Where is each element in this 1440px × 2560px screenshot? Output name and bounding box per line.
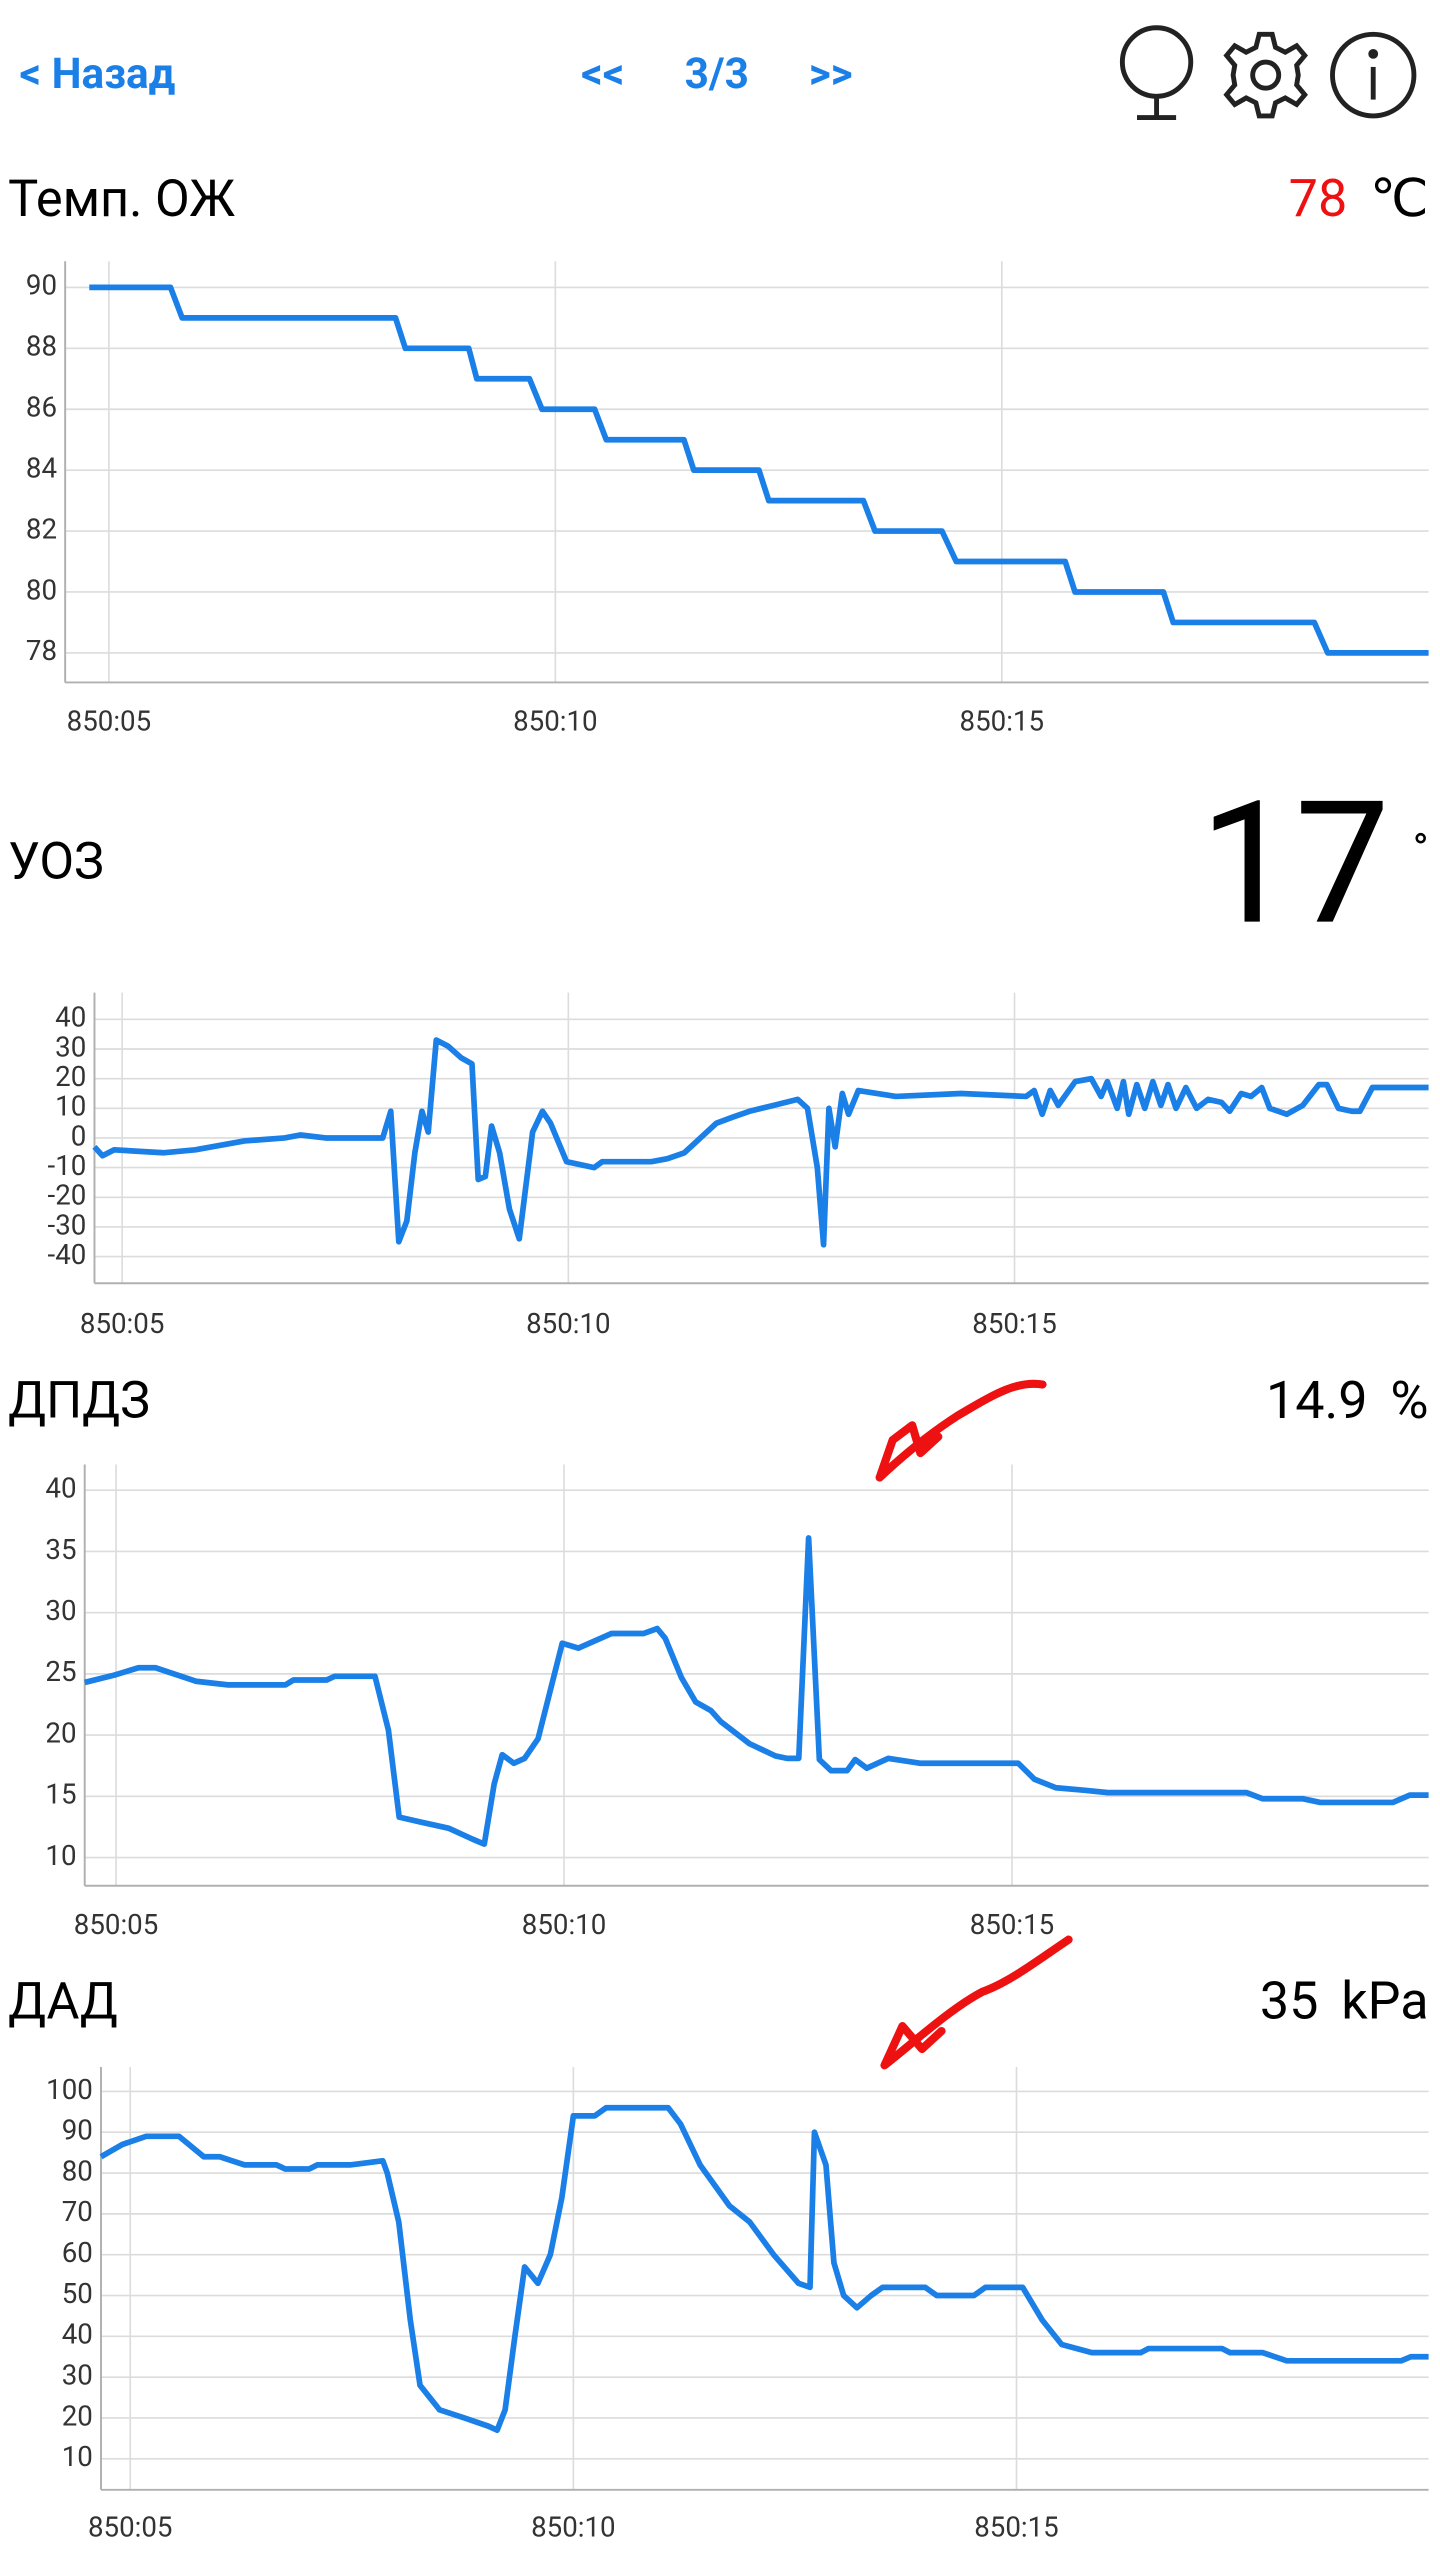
y-tick-label: 78	[26, 634, 57, 667]
page-indicator: 3/3	[685, 50, 749, 99]
y-tick-label: 50	[62, 2277, 93, 2310]
x-tick-label: 850:05	[74, 1908, 159, 1941]
data-line	[99, 2104, 1429, 2434]
y-tick-label: 30	[62, 2358, 93, 2391]
data-line	[84, 1535, 1429, 1847]
x-tick-label: 850:15	[960, 705, 1045, 738]
data-line	[89, 284, 1429, 656]
y-tick-label: 80	[26, 573, 57, 606]
y-tick-label: 25	[45, 1655, 76, 1688]
chart-title: Темп. ОЖ	[8, 170, 235, 229]
y-tick-label: -20	[48, 1179, 87, 1212]
reading-value: 14.9	[1266, 1370, 1368, 1431]
reading-value: 78	[1289, 168, 1348, 229]
y-tick-label: -40	[48, 1238, 87, 1271]
y-tick-label: 0	[71, 1119, 87, 1152]
reading-value: 35	[1260, 1971, 1319, 2032]
y-tick-label: 20	[62, 2399, 93, 2432]
x-tick-label: 850:10	[513, 705, 598, 738]
x-tick-label: 850:05	[67, 705, 152, 738]
next-button[interactable]: >>	[809, 50, 853, 99]
gear	[1223, 31, 1308, 119]
gear-hole	[1250, 59, 1282, 91]
y-tick-label: 10	[55, 1090, 86, 1123]
y-tick-label: 86	[26, 391, 57, 424]
x-tick-label: 850:05	[88, 2510, 173, 2543]
y-tick-label: 30	[45, 1594, 76, 1627]
y-tick-label: 30	[55, 1030, 86, 1063]
y-tick-label: 82	[26, 512, 57, 545]
y-tick-label: 90	[62, 2114, 93, 2147]
y-tick-label: 35	[45, 1533, 76, 1566]
y-tick-label: 60	[62, 2236, 93, 2269]
y-tick-label: 80	[62, 2154, 93, 2187]
reading-value: 17	[1200, 765, 1390, 963]
red-scribble	[880, 1935, 1073, 2070]
reading-unit: %	[1390, 1370, 1428, 1431]
reading-unit: ℃	[1370, 168, 1429, 229]
info-circle	[1330, 31, 1417, 119]
y-tick-label: -30	[48, 1208, 87, 1241]
y-tick-label: 10	[62, 2440, 93, 2473]
x-tick-label: 850:10	[526, 1307, 611, 1340]
x-tick-label: 850:15	[974, 2510, 1059, 2543]
reading-unit: kPa	[1341, 1971, 1428, 2032]
y-tick-label: 20	[55, 1060, 86, 1093]
chart-title: ДАД	[8, 1972, 118, 2031]
chart-title: ДПДЗ	[8, 1371, 150, 1430]
chart-title: УОЗ	[8, 833, 104, 892]
x-tick-label: 850:15	[972, 1307, 1057, 1340]
data-line	[92, 1037, 1429, 1248]
y-tick-label: 20	[45, 1716, 76, 1749]
x-tick-label: 850:10	[522, 1908, 607, 1941]
y-tick-label: 10	[45, 1839, 76, 1872]
y-tick-label: 40	[62, 2318, 93, 2351]
red-scribble	[875, 1379, 1047, 1482]
info-icon[interactable]	[1330, 31, 1417, 119]
x-tick-label: 850:15	[970, 1908, 1055, 1941]
y-tick-label: 40	[55, 1001, 86, 1034]
y-tick-label: 100	[46, 2073, 93, 2106]
y-tick-label: 88	[26, 330, 57, 363]
y-tick-label: 15	[45, 1778, 76, 1811]
y-tick-label: 40	[45, 1472, 76, 1505]
back-button[interactable]: < Назад	[20, 50, 176, 99]
y-tick-label: 84	[26, 451, 57, 484]
x-tick-label: 850:10	[531, 2510, 616, 2543]
y-tick-label: 90	[26, 269, 57, 302]
y-tick-label: 70	[62, 2195, 93, 2228]
y-tick-label: -10	[48, 1149, 87, 1182]
prev-button[interactable]: <<	[581, 50, 624, 99]
mirror-icon[interactable]	[1119, 25, 1194, 120]
info-dot	[1368, 48, 1379, 59]
x-tick-label: 850:05	[80, 1307, 165, 1340]
reading-unit: °	[1413, 825, 1429, 874]
settings-icon[interactable]	[1223, 31, 1308, 119]
